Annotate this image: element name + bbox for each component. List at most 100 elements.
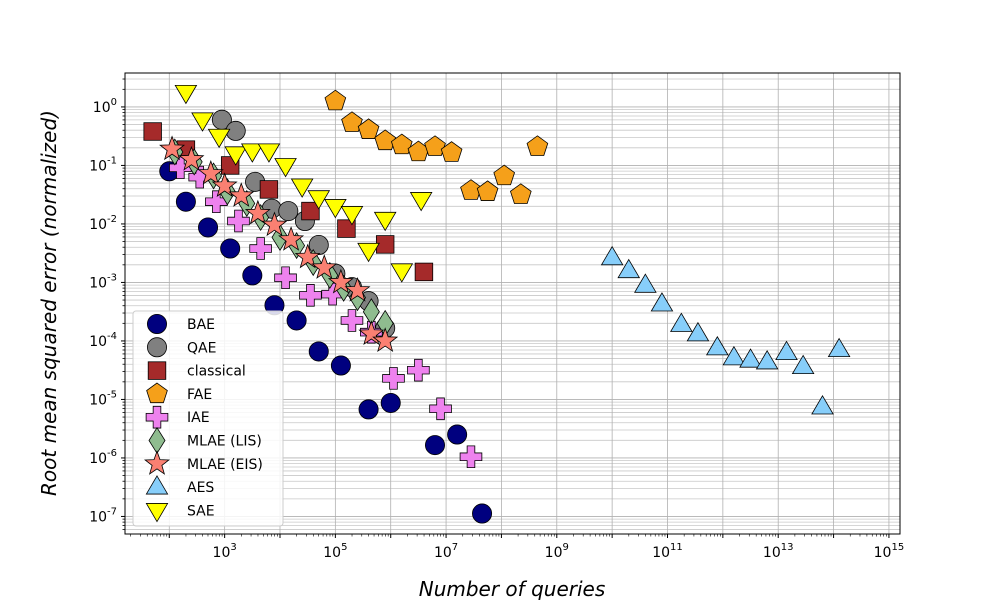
point-mlae-eis	[178, 145, 205, 171]
point-bae	[286, 310, 307, 331]
point-sae	[390, 263, 414, 283]
series-sae	[174, 84, 433, 283]
legend-marker-mlae-eis	[144, 450, 170, 475]
legend-entry-mlae-lis: MLAE (LIS)	[148, 426, 262, 455]
point-sae	[257, 143, 281, 163]
point-iae	[169, 156, 192, 180]
point-bae	[242, 265, 263, 286]
point-aes	[705, 335, 729, 356]
point-aes	[650, 292, 674, 312]
x-tick-label: 1011	[652, 542, 683, 561]
y-tick-label: 100	[93, 97, 117, 116]
y-tick-label: 10-6	[89, 448, 117, 467]
point-aes	[775, 340, 798, 360]
x-axis-label: Number of queries	[419, 577, 606, 600]
data-points	[143, 84, 851, 524]
x-tick-label: 107	[434, 542, 458, 561]
series-fae	[324, 89, 549, 204]
point-fae	[324, 89, 347, 111]
legend-entry-qae: QAE	[146, 337, 216, 358]
point-bae	[175, 191, 196, 212]
point-mlae-eis	[228, 182, 255, 207]
point-mlae-eis	[197, 159, 224, 185]
legend-marker-iae	[145, 405, 169, 429]
point-aes	[739, 348, 762, 368]
point-sae	[274, 158, 297, 178]
x-tick-label: 1015	[874, 542, 905, 561]
point-fae	[424, 135, 446, 156]
point-mlae-eis	[327, 268, 354, 294]
point-iae	[274, 266, 297, 290]
legend-label-qae: QAE	[187, 340, 216, 356]
point-fae	[440, 141, 463, 162]
point-mlae-eis	[344, 276, 371, 302]
point-aes	[791, 354, 815, 375]
point-bae	[472, 503, 493, 524]
point-bae	[308, 341, 329, 362]
legend-entry-classical: classical	[147, 361, 246, 380]
legend-label-sae: SAE	[187, 503, 215, 519]
point-bae	[358, 399, 379, 420]
y-tick-label: 10-7	[89, 506, 117, 525]
series-aes	[600, 245, 851, 415]
point-aes	[722, 345, 746, 366]
point-iae	[249, 237, 272, 260]
legend-entry-sae: SAE	[145, 503, 215, 523]
series-iae	[169, 156, 483, 469]
point-iae	[340, 309, 364, 332]
point-bae	[447, 424, 468, 445]
legend-label-mlae-lis: MLAE (LIS)	[187, 434, 262, 450]
y-tick-labels: 100 10-1 10-2 10-3 10-4 10-5 10-6 10-7	[89, 97, 117, 526]
point-iae	[227, 209, 250, 233]
legend-label-iae: IAE	[187, 410, 210, 426]
point-mlae-eis	[244, 199, 271, 225]
x-tick-label: 1013	[763, 542, 794, 561]
legend-label-aes: AES	[187, 480, 214, 496]
point-sae	[373, 211, 397, 232]
point-mlae-lis	[271, 223, 289, 251]
legend-label-mlae-eis: MLAE (EIS)	[187, 457, 263, 473]
point-classical	[337, 219, 356, 238]
point-bae	[220, 238, 241, 259]
series-mlae-eis	[159, 135, 399, 352]
point-mlae-eis	[372, 327, 399, 352]
point-fae	[493, 164, 516, 186]
point-aes	[634, 273, 657, 293]
point-iae	[382, 367, 405, 390]
point-mlae-eis	[159, 135, 186, 161]
point-bae	[330, 355, 351, 376]
y-tick-label: 10-4	[89, 331, 117, 350]
point-iae	[205, 190, 228, 213]
legend-entry-iae: IAE	[145, 405, 210, 429]
point-fae	[390, 133, 413, 155]
legend-label-bae: BAE	[187, 317, 215, 333]
point-sae	[357, 242, 380, 263]
legend-marker-fae	[146, 382, 168, 404]
y-tick-label: 10-2	[89, 214, 117, 233]
legend-label-classical: classical	[187, 364, 246, 380]
point-fae	[509, 183, 532, 204]
point-bae	[424, 435, 445, 456]
x-tick-labels: 103 105 107 109 1011 1013 1015	[213, 542, 905, 561]
point-sae	[290, 178, 314, 198]
point-classical	[259, 180, 279, 199]
point-fae	[460, 179, 482, 200]
legend-label-fae: FAE	[187, 387, 212, 403]
point-sae	[409, 192, 433, 212]
point-fae	[476, 180, 499, 201]
y-tick-label: 10-3	[89, 272, 117, 291]
point-sae	[240, 143, 264, 163]
point-sae	[207, 128, 231, 149]
series-classical	[143, 122, 434, 282]
point-mlae-eis	[311, 254, 338, 279]
x-tick-label: 103	[213, 542, 237, 561]
legend-entry-bae: BAE	[146, 313, 215, 334]
point-aes	[686, 321, 710, 342]
y-tick-label: 10-5	[89, 389, 117, 408]
point-aes	[600, 245, 624, 266]
point-mlae-eis	[278, 226, 305, 251]
point-classical	[143, 122, 162, 141]
legend-marker-bae	[146, 313, 167, 334]
x-tick-label: 109	[545, 542, 569, 561]
point-fae	[341, 111, 363, 132]
